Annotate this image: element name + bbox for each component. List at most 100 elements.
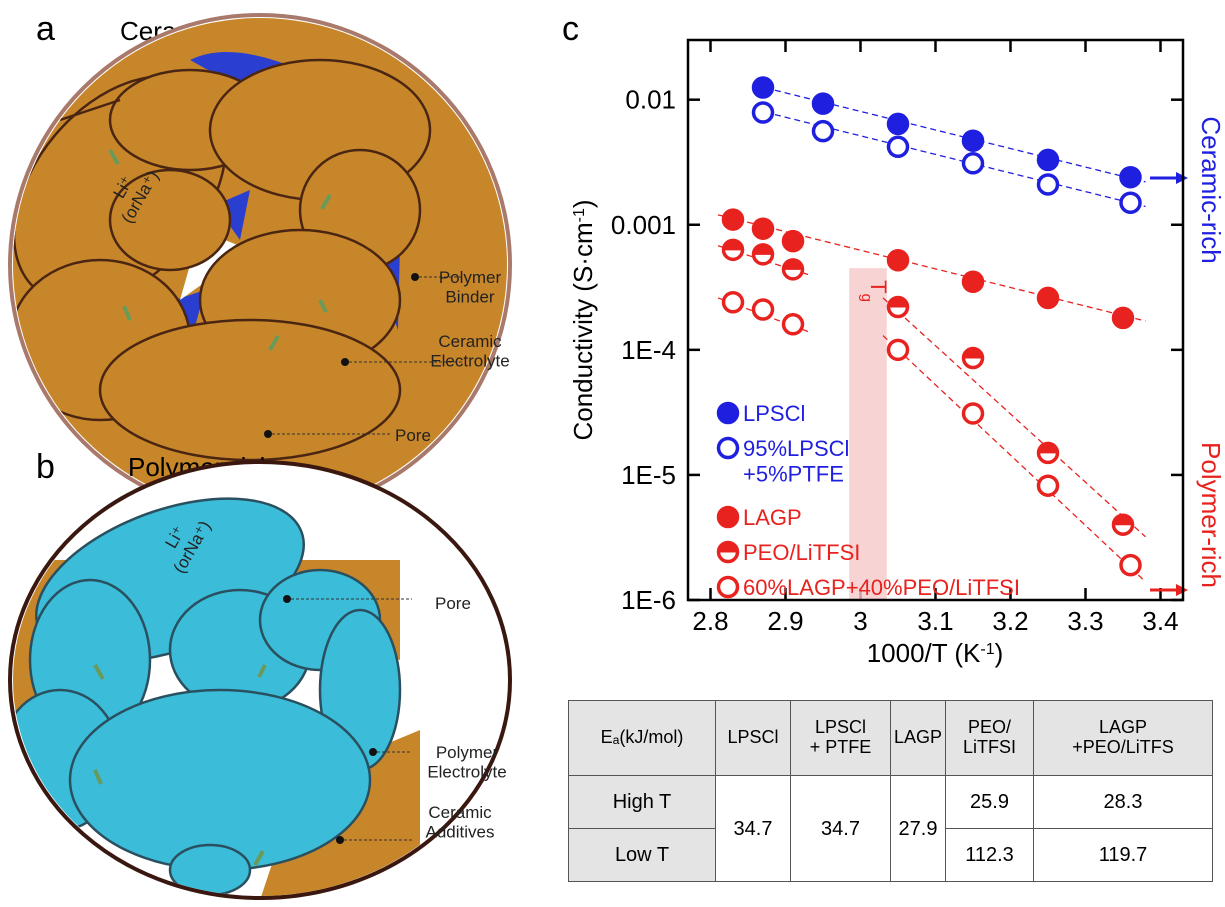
data-point [964, 154, 983, 173]
x-axis-title-part: -1 [980, 641, 994, 658]
header-cell: LPSCl + PTFE [791, 701, 891, 776]
legend-label: 60%LAGP+40%PEO/LiTFSI [743, 575, 1020, 600]
data-point [889, 340, 908, 359]
side-label: Polymer-rich [1196, 442, 1225, 588]
data-point [754, 245, 773, 264]
marker-body [1039, 288, 1058, 307]
x-tick-label: 2.9 [767, 606, 803, 636]
x-tick-label: 3 [853, 606, 867, 636]
marker-body [719, 508, 738, 527]
data-point [724, 210, 743, 229]
data-point [964, 131, 983, 150]
cell: 27.9 [891, 776, 946, 882]
x-tick-label: 3.4 [1142, 606, 1178, 636]
data-point [889, 114, 908, 133]
activation-energy-table: Eₐ(kJ/mol) LPSCl LPSCl + PTFE LAGP PEO/ … [568, 700, 1213, 882]
marker-body [964, 272, 983, 291]
y-tick-label: 1E-5 [621, 460, 676, 490]
y-tick-label: 1E-4 [621, 335, 676, 365]
data-point [1114, 515, 1133, 534]
data-point [814, 94, 833, 113]
y-tick-label: 0.01 [625, 85, 676, 115]
marker-body [814, 122, 833, 141]
panel-letter: a [36, 10, 55, 48]
marker-body [754, 78, 773, 97]
header-cell: Eₐ(kJ/mol) [569, 701, 716, 776]
schematic-label: PolymerElectrolyte [427, 743, 506, 782]
table-header: Eₐ(kJ/mol) LPSCl LPSCl + PTFE LAGP PEO/ … [569, 701, 1213, 776]
schematic-label: CeramicAdditives [426, 803, 495, 842]
y-axis-title-part: -1 [571, 208, 588, 222]
marker-body [719, 439, 738, 458]
data-point [724, 293, 743, 312]
legend-marker [719, 508, 738, 527]
legend-label: PEO/LiTFSI [743, 540, 860, 565]
data-point [964, 272, 983, 291]
table-row: High T 34.7 34.7 27.9 25.9 28.3 [569, 776, 1213, 829]
legend-marker [719, 404, 738, 423]
row-header: Low T [569, 829, 716, 882]
cell: 119.7 [1034, 829, 1213, 882]
fit-line [883, 298, 1146, 537]
data-point [724, 240, 743, 259]
data-point [1039, 175, 1058, 194]
y-axis-title: Conductivity (S·cm-1) [568, 199, 598, 440]
y-axis-title-part: Conductivity (S·cm [568, 222, 598, 440]
row-header: High T [569, 776, 716, 829]
header-cell: LAGP +PEO/LiTFS [1034, 701, 1213, 776]
legend-marker [719, 439, 738, 458]
legend-label: LPSCl [743, 401, 805, 426]
tg-label-main: T [866, 280, 891, 293]
data-point [1039, 476, 1058, 495]
x-axis-title: 1000/T (K-1) [867, 638, 1004, 668]
legend-marker [719, 543, 738, 562]
y-tick-label: 0.001 [611, 210, 676, 240]
marker-body [724, 210, 743, 229]
data-point [1039, 288, 1058, 307]
data-point [1121, 193, 1140, 212]
marker-body [784, 232, 803, 251]
data-point [754, 103, 773, 122]
y-tick-label: 1E-6 [621, 585, 676, 615]
schematic-label: CeramicElectrolyte [430, 332, 509, 371]
header-cell: PEO/ LiTFSI [946, 701, 1034, 776]
marker-body [1121, 193, 1140, 212]
cell: 112.3 [946, 829, 1034, 882]
header-cell: LPSCl [716, 701, 791, 776]
marker-body [1121, 168, 1140, 187]
marker-body [1039, 175, 1058, 194]
tg-label-sub: g [858, 294, 875, 302]
data-point [784, 232, 803, 251]
schematic-label: Pore [435, 594, 471, 613]
data-point [754, 78, 773, 97]
data-point [964, 404, 983, 423]
cell: 34.7 [791, 776, 891, 882]
marker-body [889, 114, 908, 133]
x-tick-label: 3.2 [992, 606, 1028, 636]
data-point [1039, 150, 1058, 169]
legend-label: LAGP [743, 505, 802, 530]
marker-body [1039, 150, 1058, 169]
legend-marker [719, 578, 738, 597]
marker-body [754, 300, 773, 319]
marker-body [814, 94, 833, 113]
marker-body [784, 315, 803, 334]
x-tick-label: 3.3 [1067, 606, 1103, 636]
data-point [754, 300, 773, 319]
panel-letter: b [36, 448, 55, 486]
cell: 25.9 [946, 776, 1034, 829]
data-point [889, 137, 908, 156]
marker-body [719, 578, 738, 597]
cell: 34.7 [716, 776, 791, 882]
x-axis-title-part: ) [995, 638, 1004, 668]
x-tick-label: 3.1 [917, 606, 953, 636]
x-axis-title-part: 1000/T (K [867, 638, 981, 668]
header-cell: LAGP [891, 701, 946, 776]
marker-body [964, 404, 983, 423]
data-point [1121, 168, 1140, 187]
data-point [814, 122, 833, 141]
marker-body [1114, 308, 1133, 327]
marker-body [889, 137, 908, 156]
